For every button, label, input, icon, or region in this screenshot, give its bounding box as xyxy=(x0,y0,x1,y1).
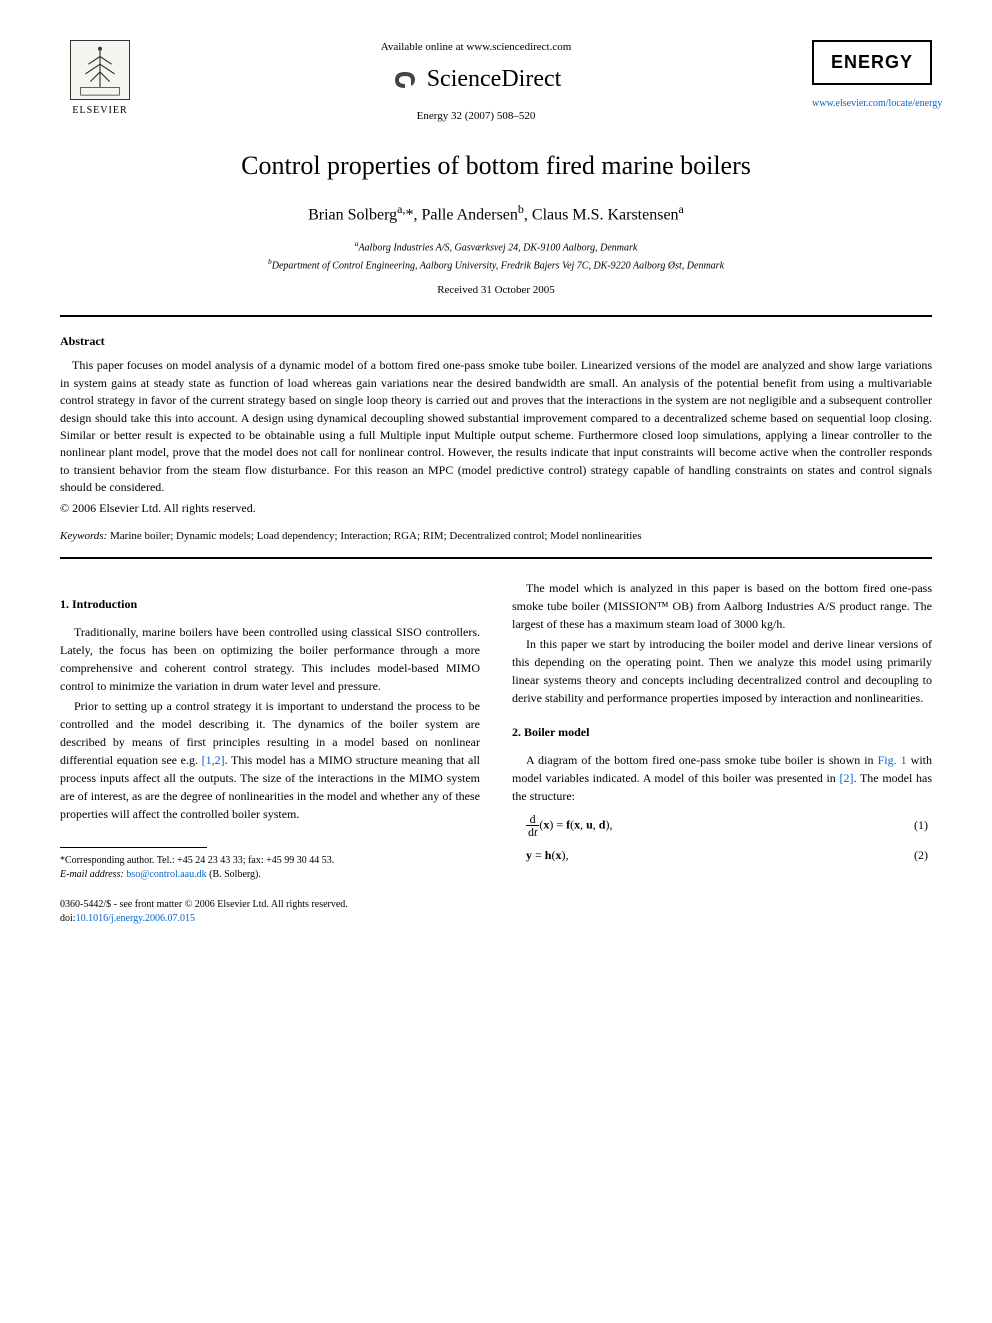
section-2-heading: 2. Boiler model xyxy=(512,723,932,741)
front-matter-text: 0360-5442/$ - see front matter © 2006 El… xyxy=(60,898,480,912)
affiliation-b: bDepartment of Control Engineering, Aalb… xyxy=(60,256,932,273)
sciencedirect-icon xyxy=(391,66,419,94)
doi-label: doi: xyxy=(60,913,76,924)
ref-link-2[interactable]: [2] xyxy=(840,771,854,785)
divider-bottom xyxy=(60,557,932,559)
elsevier-logo: ELSEVIER xyxy=(60,40,140,118)
center-header: Available online at www.sciencedirect.co… xyxy=(140,40,812,124)
abstract-heading: Abstract xyxy=(60,333,932,350)
intro-p2: Prior to setting up a control strategy i… xyxy=(60,697,480,823)
page-header: ELSEVIER Available online at www.science… xyxy=(60,40,932,124)
keywords-line: Keywords: Marine boiler; Dynamic models;… xyxy=(60,529,932,544)
footnote-separator xyxy=(60,847,207,848)
eq1-number: (1) xyxy=(914,816,928,834)
eq1-body: d dt (x) = f(x, u, d), xyxy=(526,813,612,838)
footnote-corr: *Corresponding author. Tel.: +45 24 23 4… xyxy=(60,854,480,868)
divider-top xyxy=(60,315,932,317)
boiler-p1: A diagram of the bottom fired one-pass s… xyxy=(512,751,932,805)
doi-line: doi:10.1016/j.energy.2006.07.015 xyxy=(60,912,480,926)
footnote-email-link[interactable]: bso@control.aau.dk xyxy=(126,869,206,880)
sciencedirect-label: ScienceDirect xyxy=(427,63,562,97)
ref-link-1-2[interactable]: [1,2] xyxy=(202,753,225,767)
journal-reference: Energy 32 (2007) 508–520 xyxy=(160,109,792,124)
elsevier-tree-icon xyxy=(70,40,130,100)
intro-p4: In this paper we start by introducing th… xyxy=(512,635,932,707)
right-column: The model which is analyzed in this pape… xyxy=(512,579,932,926)
footnote-email-name: (B. Solberg). xyxy=(209,869,261,880)
authors-line: Brian Solberga,*, Palle Andersenb, Claus… xyxy=(60,201,932,227)
eq2-number: (2) xyxy=(914,846,928,864)
journal-logo-block: ENERGY www.elsevier.com/locate/energy xyxy=(812,40,932,111)
intro-p1: Traditionally, marine boilers have been … xyxy=(60,623,480,695)
equation-1: d dt (x) = f(x, u, d), (1) xyxy=(526,813,932,838)
journal-url-link[interactable]: www.elsevier.com/locate/energy xyxy=(812,97,932,111)
energy-journal-logo: ENERGY xyxy=(812,40,932,85)
fig-1-link[interactable]: Fig. 1 xyxy=(878,753,907,767)
body-columns: 1. Introduction Traditionally, marine bo… xyxy=(60,579,932,926)
keywords-text: Marine boiler; Dynamic models; Load depe… xyxy=(110,530,642,542)
article-title: Control properties of bottom fired marin… xyxy=(60,148,932,184)
abstract-body: This paper focuses on model analysis of … xyxy=(60,357,932,496)
equation-2: y = h(x), (2) xyxy=(526,846,932,864)
front-matter-block: 0360-5442/$ - see front matter © 2006 El… xyxy=(60,898,480,926)
elsevier-label: ELSEVIER xyxy=(60,104,140,118)
doi-link[interactable]: 10.1016/j.energy.2006.07.015 xyxy=(76,913,195,924)
left-column: 1. Introduction Traditionally, marine bo… xyxy=(60,579,480,926)
sciencedirect-brand: ScienceDirect xyxy=(160,63,792,97)
footnote-email-label: E-mail address: xyxy=(60,869,124,880)
footnote-email-line: E-mail address: bso@control.aau.dk (B. S… xyxy=(60,868,480,882)
eq2-body: y = h(x), xyxy=(526,846,568,864)
abstract-copyright: © 2006 Elsevier Ltd. All rights reserved… xyxy=(60,500,932,517)
received-date: Received 31 October 2005 xyxy=(60,283,932,298)
section-1-heading: 1. Introduction xyxy=(60,595,480,613)
affiliation-a: aAalborg Industries A/S, Gasværksvej 24,… xyxy=(60,238,932,255)
affiliations: aAalborg Industries A/S, Gasværksvej 24,… xyxy=(60,238,932,273)
intro-p3: The model which is analyzed in this pape… xyxy=(512,579,932,633)
keywords-label: Keywords: xyxy=(60,530,107,542)
corresponding-author-footnote: *Corresponding author. Tel.: +45 24 23 4… xyxy=(60,854,480,882)
available-online-text: Available online at www.sciencedirect.co… xyxy=(160,40,792,55)
